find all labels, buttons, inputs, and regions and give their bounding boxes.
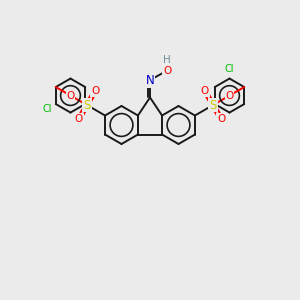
Text: N: N <box>146 74 154 87</box>
Text: S: S <box>209 98 217 112</box>
Text: O: O <box>75 114 83 124</box>
Text: Cl: Cl <box>42 104 52 114</box>
Text: O: O <box>201 86 209 96</box>
Text: S: S <box>83 98 91 112</box>
Text: H: H <box>163 55 171 65</box>
Text: O: O <box>66 91 75 100</box>
Text: O: O <box>91 86 99 96</box>
Text: O: O <box>225 91 234 100</box>
Text: O: O <box>217 114 225 124</box>
Text: O: O <box>163 66 171 76</box>
Text: Cl: Cl <box>225 64 234 74</box>
